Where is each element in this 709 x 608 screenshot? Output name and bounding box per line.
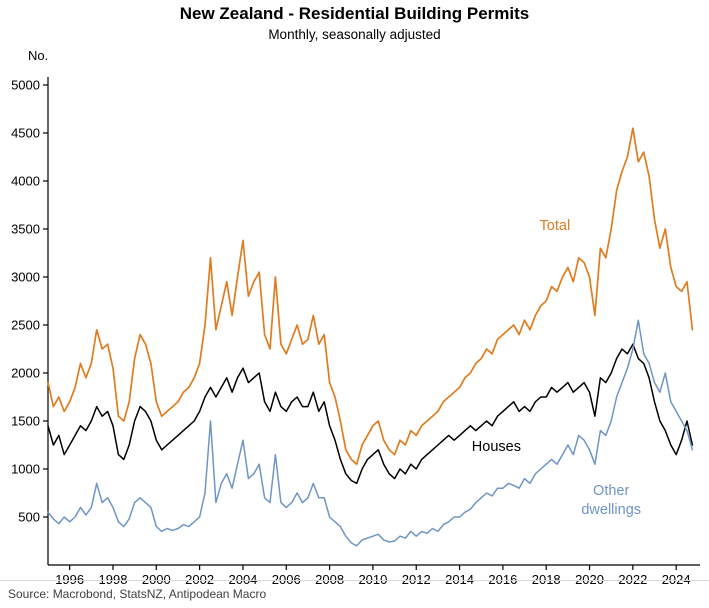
x-tick-label: 2000 <box>142 572 171 587</box>
x-tick-label: 2016 <box>488 572 517 587</box>
y-tick-label: 4500 <box>11 126 40 141</box>
y-tick-label: 3000 <box>11 270 40 285</box>
x-tick-label: 2010 <box>358 572 387 587</box>
x-tick-label: 2020 <box>575 572 604 587</box>
y-tick-label: 2500 <box>11 318 40 333</box>
source-note: Source: Macrobond, StatsNZ, Antipodean M… <box>8 587 267 601</box>
x-tick-label: 2024 <box>662 572 691 587</box>
y-tick-label: 3500 <box>11 222 40 237</box>
series-line-houses <box>47 343 694 485</box>
y-tick-label: 500 <box>18 510 40 525</box>
chart-subtitle: Monthly, seasonally adjusted <box>268 27 441 42</box>
x-tick-label: 2008 <box>315 572 344 587</box>
chart-title: New Zealand - Residential Building Permi… <box>179 4 530 23</box>
series-line-other-dwellings <box>47 319 694 547</box>
x-tick-label: 2014 <box>445 572 474 587</box>
series-label-total: Total <box>540 218 571 234</box>
series-line-total <box>47 127 694 466</box>
x-tick-label: 2012 <box>402 572 431 587</box>
series-label-dwellings: dwellings <box>581 502 641 518</box>
y-tick-label: 1500 <box>11 414 40 429</box>
x-tick-label: 2022 <box>618 572 647 587</box>
y-axis-unit-label: No. <box>28 48 49 63</box>
series-label-other: Other <box>593 483 629 499</box>
y-tick-label: 1000 <box>11 462 40 477</box>
x-tick-label: 2018 <box>532 572 561 587</box>
y-tick-label: 2000 <box>11 366 40 381</box>
y-tick-label: 4000 <box>11 174 40 189</box>
x-tick-label: 2004 <box>228 572 257 587</box>
x-tick-label: 1996 <box>55 572 84 587</box>
x-tick-label: 2002 <box>185 572 214 587</box>
y-tick-label: 5000 <box>11 78 40 93</box>
x-tick-label: 1998 <box>99 572 128 587</box>
series-label-houses: Houses <box>472 439 521 455</box>
x-tick-label: 2006 <box>272 572 301 587</box>
footer-divider <box>0 580 709 581</box>
